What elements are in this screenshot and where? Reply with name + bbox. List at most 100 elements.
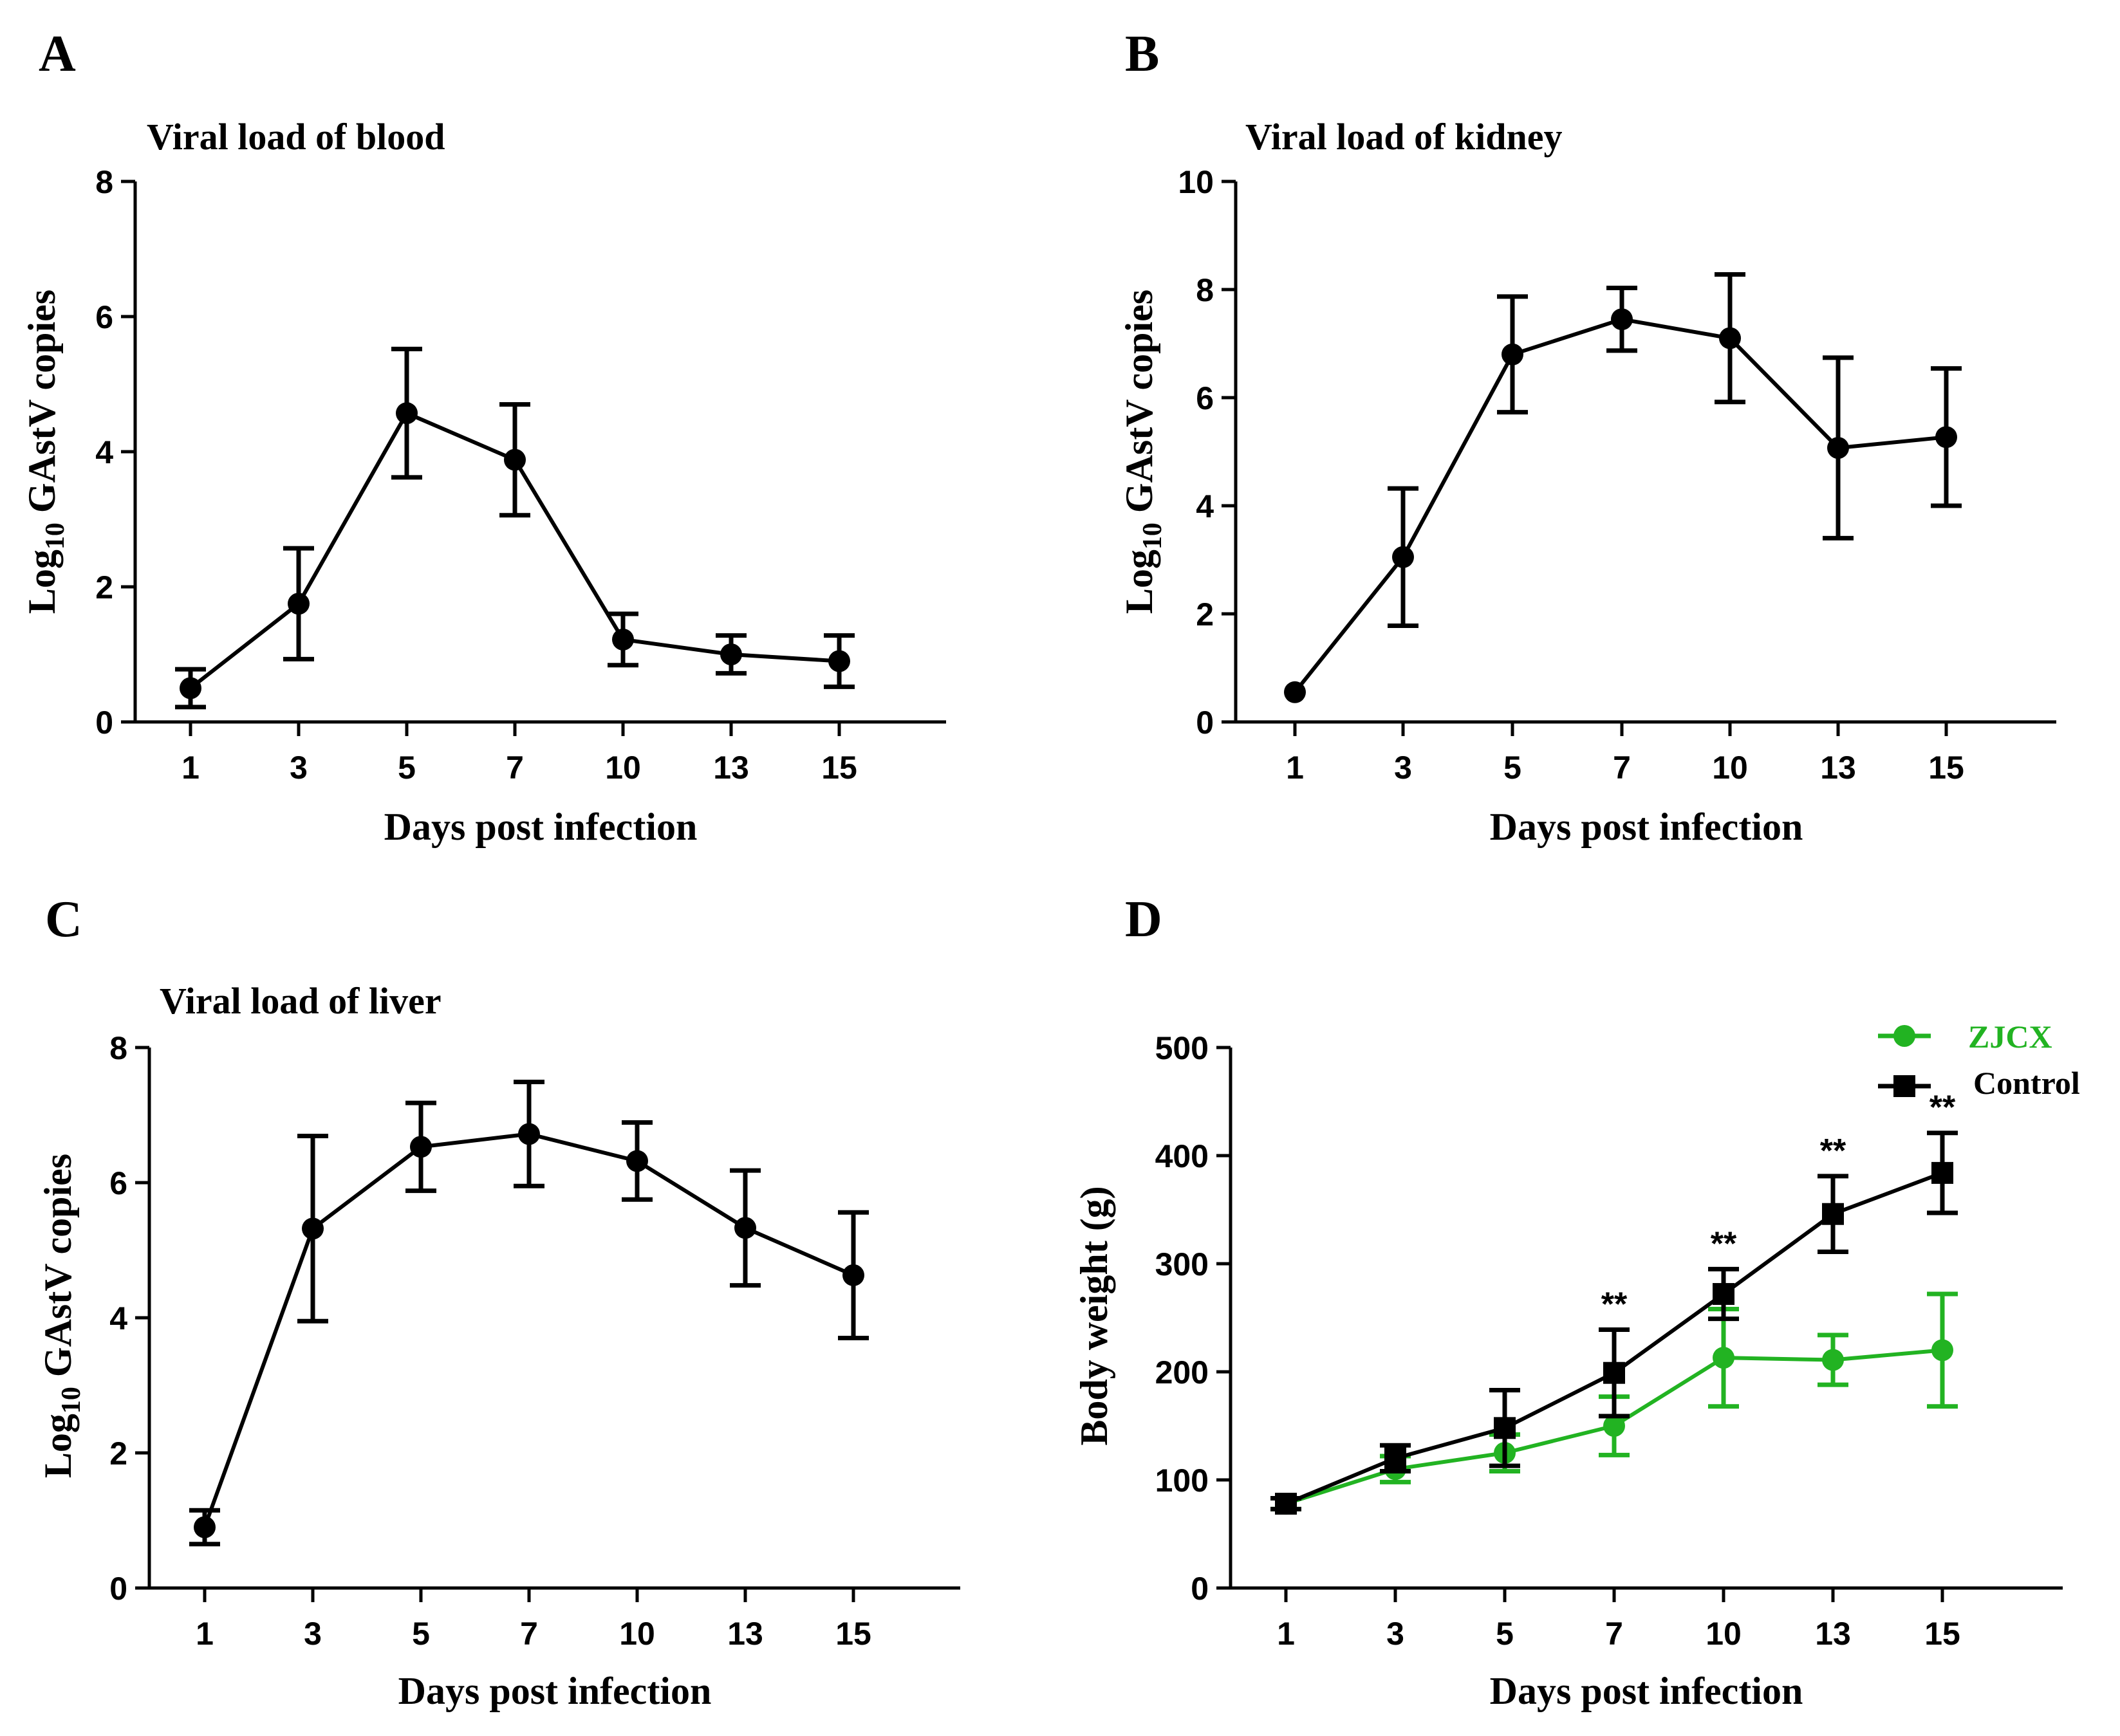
x-tick-label: 7 xyxy=(506,750,524,786)
y-tick-label: 0 xyxy=(109,1571,127,1607)
data-point xyxy=(1611,308,1633,331)
data-point xyxy=(1713,1347,1734,1369)
legend-label: Control xyxy=(1973,1065,2080,1101)
x-tick-label: 15 xyxy=(835,1616,871,1652)
data-point xyxy=(626,1150,648,1172)
data-point xyxy=(1822,1203,1844,1225)
data-point xyxy=(288,593,310,615)
y-axis-title-part: GAstV copies xyxy=(37,1154,79,1387)
data-point xyxy=(1494,1417,1516,1439)
data-point xyxy=(194,1516,216,1538)
chart-title: Viral load of blood xyxy=(147,116,445,158)
x-tick-label: 10 xyxy=(605,750,641,786)
data-point xyxy=(1931,1161,1953,1184)
panel-letter: B xyxy=(1125,26,1159,82)
data-point xyxy=(1502,343,1523,365)
data-point xyxy=(396,402,418,425)
x-tick-label: 13 xyxy=(1815,1616,1851,1652)
y-tick-label: 2 xyxy=(1196,596,1214,633)
data-point xyxy=(302,1217,324,1240)
data-point xyxy=(518,1123,540,1145)
y-axis-title: Log10 GAstV copies xyxy=(1118,290,1167,614)
x-axis-title: Days post infection xyxy=(1490,806,1803,848)
significance-marker: ** xyxy=(1711,1225,1737,1262)
x-tick-label: 5 xyxy=(398,750,416,786)
y-axis-title-part: GAstV copies xyxy=(1118,290,1160,522)
y-axis-title-subscript: 10 xyxy=(57,1387,86,1414)
y-tick-label: 4 xyxy=(1196,488,1214,524)
chart-title: Viral load of kidney xyxy=(1245,116,1563,158)
x-tick-label: 15 xyxy=(1924,1616,1960,1652)
data-point xyxy=(1603,1415,1625,1437)
y-tick-label: 8 xyxy=(109,1030,127,1066)
y-tick-label: 500 xyxy=(1155,1030,1209,1066)
y-axis-title: Body weight (g) xyxy=(1073,1186,1115,1445)
y-tick-label: 6 xyxy=(95,299,113,335)
x-tick-label: 5 xyxy=(1496,1616,1514,1652)
y-tick-label: 4 xyxy=(95,434,113,470)
panel-letter: A xyxy=(39,26,76,82)
x-tick-label: 3 xyxy=(290,750,308,786)
y-axis-title-subscript: 10 xyxy=(1138,522,1167,549)
x-tick-label: 3 xyxy=(1386,1616,1404,1652)
panel-letter: D xyxy=(1125,891,1162,948)
data-point xyxy=(1935,426,1957,448)
data-point xyxy=(1392,546,1414,568)
y-tick-label: 8 xyxy=(95,164,113,200)
x-tick-label: 13 xyxy=(713,750,749,786)
x-tick-label: 10 xyxy=(619,1616,655,1652)
y-tick-label: 2 xyxy=(109,1436,127,1472)
x-tick-label: 15 xyxy=(821,750,857,786)
chart-title: Viral load of liver xyxy=(160,980,442,1022)
series-viral-load xyxy=(175,346,855,710)
y-tick-label: 8 xyxy=(1196,272,1214,308)
x-tick-label: 1 xyxy=(1286,750,1304,786)
data-point xyxy=(734,1217,756,1239)
significance-marker: ** xyxy=(1929,1089,1956,1127)
data-point xyxy=(180,677,201,699)
y-tick-label: 6 xyxy=(109,1165,127,1201)
y-tick-label: 0 xyxy=(1196,705,1214,741)
y-axis-title: Log10 GAstV copies xyxy=(21,290,70,614)
series-viral-load xyxy=(189,1080,869,1547)
x-tick-label: 7 xyxy=(1605,1616,1623,1652)
data-point xyxy=(1822,1349,1844,1371)
y-tick-label: 400 xyxy=(1155,1138,1209,1174)
legend-marker xyxy=(1893,1075,1915,1097)
x-tick-label: 13 xyxy=(1820,750,1856,786)
x-tick-label: 7 xyxy=(520,1616,538,1652)
x-axis-title: Days post infection xyxy=(1490,1670,1803,1712)
x-tick-label: 1 xyxy=(196,1616,214,1652)
panel-letter: C xyxy=(45,891,82,948)
data-point xyxy=(504,448,526,471)
series-line xyxy=(1293,317,1947,694)
y-tick-label: 0 xyxy=(95,705,113,741)
significance-marker: ** xyxy=(1820,1132,1846,1170)
data-point xyxy=(842,1264,864,1286)
y-tick-label: 2 xyxy=(95,569,113,605)
x-axis-title: Days post infection xyxy=(384,806,698,848)
data-point xyxy=(1275,1492,1297,1515)
series-line xyxy=(203,1132,855,1528)
y-tick-label: 0 xyxy=(1191,1571,1209,1607)
x-tick-label: 1 xyxy=(1277,1616,1295,1652)
data-point xyxy=(410,1136,432,1158)
x-tick-label: 15 xyxy=(1928,750,1964,786)
significance-marker: ** xyxy=(1601,1286,1628,1323)
series-viral-load xyxy=(1284,272,1962,703)
data-point xyxy=(1713,1283,1734,1306)
data-point xyxy=(612,628,634,651)
x-tick-label: 3 xyxy=(1394,750,1412,786)
series-control xyxy=(1270,1131,1958,1515)
x-axis-title: Days post infection xyxy=(398,1670,712,1712)
x-tick-label: 3 xyxy=(304,1616,322,1652)
x-tick-label: 10 xyxy=(1706,1616,1742,1652)
legend-marker xyxy=(1893,1025,1915,1047)
y-axis-title: Log10 GAstV copies xyxy=(37,1154,86,1478)
x-tick-label: 5 xyxy=(412,1616,430,1652)
data-point xyxy=(1931,1339,1953,1362)
data-point xyxy=(828,650,850,672)
